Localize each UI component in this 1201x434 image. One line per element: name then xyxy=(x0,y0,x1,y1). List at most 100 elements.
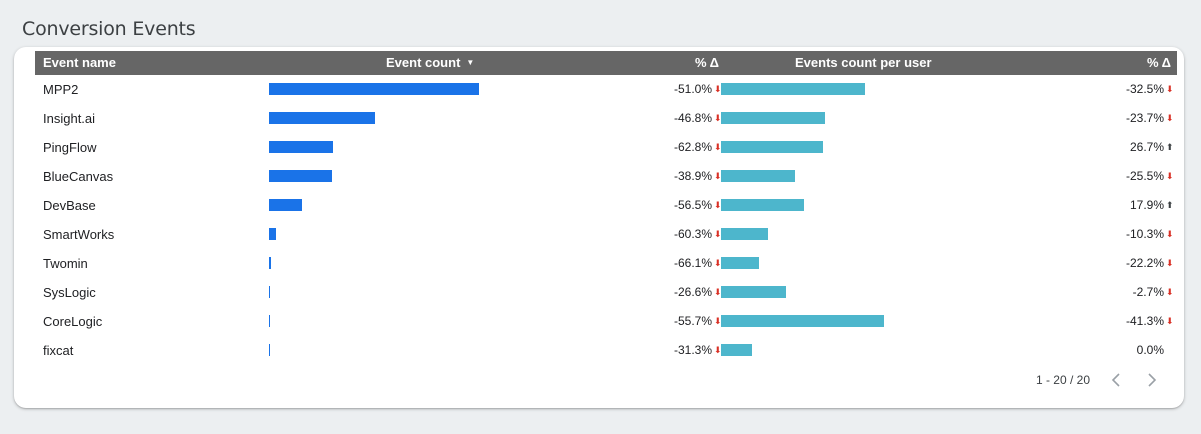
event-count-bar-track xyxy=(269,315,499,327)
table-body: MPP2 -51.0% ⬇ -32.5% ⬇ Insight.ai -46.8% ⬇ -23.7… xyxy=(35,75,1177,365)
table-row[interactable]: Twomin -66.1% ⬇ -22.2% ⬇ xyxy=(35,249,1177,278)
event-count-delta: -56.5% ⬇ xyxy=(673,191,722,220)
events-table: Event name Event count ▼ % Δ Events count… xyxy=(35,51,1177,365)
events-per-user-delta-value: -25.5% xyxy=(1125,169,1164,183)
events-per-user-delta-value: -23.7% xyxy=(1125,111,1164,125)
event-count-bar-track xyxy=(269,344,499,356)
event-name: Twomin xyxy=(43,256,88,271)
event-count-delta: -38.9% ⬇ xyxy=(673,162,722,191)
arrow-down-icon: ⬇ xyxy=(714,229,722,239)
event-count-delta-value: -62.8% xyxy=(673,140,712,154)
next-page-button[interactable] xyxy=(1142,370,1162,390)
table-row[interactable]: CoreLogic -55.7% ⬇ -41.3% ⬇ xyxy=(35,307,1177,336)
event-count-delta: -66.1% ⬇ xyxy=(673,249,722,278)
event-count-delta: -26.6% ⬇ xyxy=(674,278,722,307)
event-count-bar xyxy=(269,83,479,95)
event-count-bar-track xyxy=(269,199,499,211)
pagination-range: 1 - 20 / 20 xyxy=(1035,373,1090,387)
event-count-delta: -31.3% ⬇ xyxy=(673,336,722,365)
event-count-delta-value: -51.0% xyxy=(673,82,712,96)
events-per-user-bar-track xyxy=(721,315,1021,327)
events-per-user-bar xyxy=(721,315,884,327)
chevron-right-icon xyxy=(1148,373,1157,387)
event-name: SmartWorks xyxy=(43,227,115,242)
events-per-user-bar-track xyxy=(721,170,1021,182)
events-per-user-bar-track xyxy=(721,199,1021,211)
events-per-user-bar-track xyxy=(721,83,1021,95)
event-name: MPP2 xyxy=(43,82,79,97)
header-events-per-user[interactable]: Events count per user xyxy=(795,55,932,70)
arrow-down-icon: ⬇ xyxy=(714,316,722,326)
table-row[interactable]: MPP2 -51.0% ⬇ -32.5% ⬇ xyxy=(35,75,1177,104)
events-per-user-bar xyxy=(721,83,865,95)
event-name: BlueCanvas xyxy=(43,169,114,184)
event-count-bar xyxy=(269,344,271,356)
table-row[interactable]: PingFlow -62.8% ⬇ 26.7% ⬆ xyxy=(35,133,1177,162)
event-count-delta-value: -55.7% xyxy=(673,314,712,328)
event-count-bar xyxy=(269,228,276,240)
event-count-bar-track xyxy=(269,112,499,124)
events-per-user-bar-track xyxy=(721,141,1021,153)
sort-desc-icon: ▼ xyxy=(466,58,475,67)
events-per-user-bar xyxy=(721,257,760,269)
event-name: Insight.ai xyxy=(43,111,96,126)
event-count-bar xyxy=(269,199,302,211)
events-per-user-delta: -32.5% ⬇ xyxy=(1126,75,1174,104)
chevron-left-icon xyxy=(1111,373,1120,387)
panel-title: Conversion Events xyxy=(22,18,196,40)
table-row[interactable]: DevBase -56.5% ⬇ 17.9% ⬆ xyxy=(35,191,1177,220)
event-count-bar-track xyxy=(269,228,499,240)
event-count-delta-value: -46.8% xyxy=(673,111,712,125)
event-count-delta: -55.7% ⬇ xyxy=(673,307,722,336)
prev-page-button[interactable] xyxy=(1106,370,1126,390)
header-event-count-label: Event count xyxy=(386,55,461,70)
header-event-count[interactable]: Event count ▼ xyxy=(386,51,474,75)
event-count-delta: -46.8% ⬇ xyxy=(673,104,722,133)
table-row[interactable]: BlueCanvas -38.9% ⬇ -25.5% ⬇ xyxy=(35,162,1177,191)
table-row[interactable]: SmartWorks -60.3% ⬇ -10.3% ⬇ xyxy=(35,220,1177,249)
events-per-user-delta-value: -2.7% xyxy=(1132,285,1164,299)
event-count-delta: -60.3% ⬇ xyxy=(674,220,722,249)
event-name: SysLogic xyxy=(43,285,96,300)
events-per-user-delta: -41.3% ⬇ xyxy=(1126,307,1174,336)
event-count-delta: -62.8% ⬇ xyxy=(673,133,722,162)
event-count-bar-track xyxy=(269,83,499,95)
arrow-down-icon: ⬇ xyxy=(714,84,722,94)
events-per-user-bar xyxy=(721,199,805,211)
arrow-down-icon: ⬇ xyxy=(1166,287,1174,297)
events-per-user-bar xyxy=(721,141,823,153)
event-count-bar xyxy=(269,286,271,298)
table-row[interactable]: fixcat -31.3% ⬇ 0.0% xyxy=(35,336,1177,365)
arrow-down-icon: ⬇ xyxy=(714,258,722,268)
events-per-user-delta-value: -22.2% xyxy=(1125,256,1164,270)
events-per-user-bar xyxy=(721,344,752,356)
event-count-delta-value: -56.5% xyxy=(673,198,712,212)
events-per-user-bar-track xyxy=(721,228,1021,240)
event-count-bar xyxy=(269,112,375,124)
arrow-down-icon: ⬇ xyxy=(1166,113,1174,123)
arrow-down-icon: ⬇ xyxy=(714,200,722,210)
events-per-user-delta: -25.5% ⬇ xyxy=(1125,162,1174,191)
event-count-delta-value: -31.3% xyxy=(673,343,712,357)
event-count-delta-value: -66.1% xyxy=(673,256,712,270)
arrow-down-icon: ⬇ xyxy=(714,171,722,181)
header-events-per-user-delta[interactable]: % Δ xyxy=(1146,55,1171,70)
arrow-down-icon: ⬇ xyxy=(1166,171,1174,181)
events-per-user-bar-track xyxy=(721,344,1021,356)
header-event-name[interactable]: Event name xyxy=(43,55,116,70)
event-count-bar-track xyxy=(269,170,499,182)
events-per-user-bar-track xyxy=(721,257,1021,269)
table-row[interactable]: Insight.ai -46.8% ⬇ -23.7% ⬇ xyxy=(35,104,1177,133)
event-count-delta-value: -38.9% xyxy=(673,169,712,183)
event-count-bar xyxy=(269,141,333,153)
event-count-bar-track xyxy=(269,257,499,269)
event-name: PingFlow xyxy=(43,140,97,155)
header-event-count-delta[interactable]: % Δ xyxy=(694,55,719,70)
events-per-user-delta: -2.7% ⬇ xyxy=(1132,278,1174,307)
events-per-user-bar xyxy=(721,112,826,124)
table-row[interactable]: SysLogic -26.6% ⬇ -2.7% ⬇ xyxy=(35,278,1177,307)
event-name: CoreLogic xyxy=(43,314,103,329)
event-count-bar xyxy=(269,170,333,182)
events-per-user-delta-value: 26.7% xyxy=(1129,140,1164,154)
events-per-user-delta: -22.2% ⬇ xyxy=(1125,249,1174,278)
